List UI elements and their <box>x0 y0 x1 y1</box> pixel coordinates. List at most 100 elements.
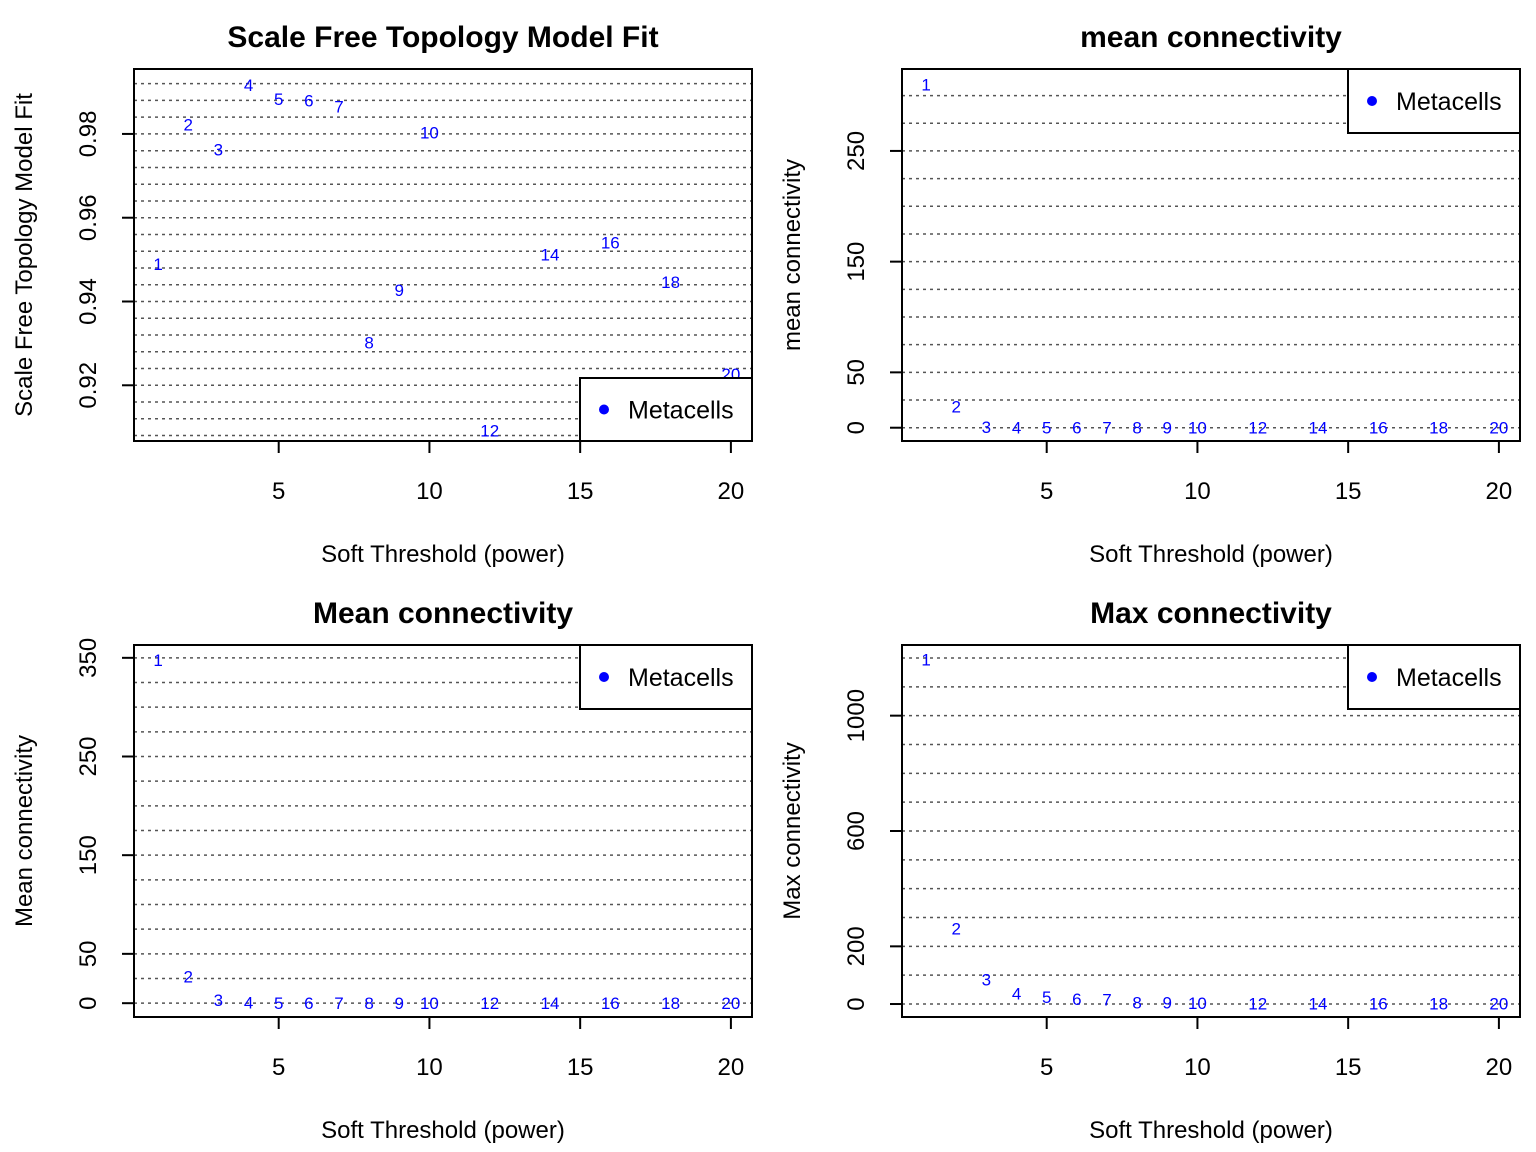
x-tick-label: 20 <box>1486 1054 1513 1081</box>
y-tick-label: 200 <box>843 926 870 966</box>
data-point-label: 8 <box>1132 419 1141 438</box>
data-point-label: 20 <box>1489 419 1508 438</box>
y-tick-label: 150 <box>75 835 102 875</box>
x-tick-label: 15 <box>1335 478 1362 505</box>
legend-marker <box>1367 672 1377 682</box>
data-point-label: 6 <box>1072 419 1081 438</box>
legend-label: Metacells <box>628 397 734 425</box>
data-point-label: 14 <box>1309 419 1328 438</box>
x-tick-label: 15 <box>567 1054 594 1081</box>
data-point-label: 8 <box>1132 994 1141 1013</box>
data-point-label: 3 <box>982 418 991 437</box>
y-tick-label: 0.92 <box>75 362 102 409</box>
legend: Metacells <box>579 644 753 710</box>
y-tick-label: 150 <box>843 242 870 282</box>
x-axis-label: Soft Threshold (power) <box>1089 541 1333 568</box>
y-tick-label: 600 <box>843 811 870 851</box>
data-point-label: 10 <box>420 994 439 1013</box>
y-tick-label: 50 <box>75 940 102 967</box>
data-point-label: 4 <box>1012 985 1021 1004</box>
panel-title: Scale Free Topology Model Fit <box>227 21 658 54</box>
data-point-label: 2 <box>952 398 961 417</box>
plot-frame <box>901 68 1521 442</box>
data-point-label: 3 <box>214 991 223 1010</box>
x-tick-label: 20 <box>718 478 745 505</box>
data-point-label: 7 <box>1102 991 1111 1010</box>
data-point-label: 10 <box>1188 419 1207 438</box>
plot-frame <box>133 644 753 1018</box>
plot-frame <box>133 68 753 442</box>
panel-mean-connectivity-bottom: Mean connectivity Soft Threshold (power)… <box>11 597 753 1144</box>
y-tick-label: 50 <box>843 359 870 386</box>
x-tick-label: 20 <box>1486 478 1513 505</box>
panel-title: Mean connectivity <box>313 597 573 630</box>
data-point-label: 18 <box>1429 995 1448 1014</box>
data-point-label: 20 <box>1489 995 1508 1014</box>
y-axis-label: Scale Free Topology Model Fit <box>11 93 38 417</box>
x-tick-label: 10 <box>1184 478 1211 505</box>
data-point-label: 5 <box>274 994 283 1013</box>
data-point-label: 12 <box>1248 419 1267 438</box>
x-axis-label: Soft Threshold (power) <box>321 1117 565 1144</box>
legend: Metacells <box>1347 644 1521 710</box>
data-point-label: 2 <box>184 968 193 987</box>
legend-label: Metacells <box>1396 88 1502 116</box>
y-axis-label: mean connectivity <box>779 159 806 351</box>
data-point-label: 6 <box>1072 990 1081 1009</box>
x-tick-label: 5 <box>272 1054 285 1081</box>
data-point-label: 6 <box>304 994 313 1013</box>
x-axis-label: Soft Threshold (power) <box>321 541 565 568</box>
x-tick-label: 10 <box>1184 1054 1211 1081</box>
data-point-label: 18 <box>661 994 680 1013</box>
data-point-label: 16 <box>601 233 620 252</box>
data-point-label: 16 <box>1369 995 1388 1014</box>
panel-scale-free-fit: Scale Free Topology Model Fit Soft Thres… <box>11 21 753 568</box>
data-point-label: 9 <box>395 281 404 300</box>
legend-marker <box>599 404 609 415</box>
y-axis-label: Mean connectivity <box>11 735 38 927</box>
data-point-label: 2 <box>952 919 961 938</box>
x-tick-label: 10 <box>416 478 443 505</box>
panel-title: Max connectivity <box>1090 597 1332 630</box>
data-point-label: 1 <box>921 76 930 95</box>
x-axis-label: Soft Threshold (power) <box>1089 1117 1333 1144</box>
x-tick-label: 5 <box>1040 478 1053 505</box>
data-point-label: 14 <box>541 994 560 1013</box>
y-tick-label: 250 <box>75 736 102 776</box>
y-tick-label: 1000 <box>843 689 870 742</box>
x-tick-label: 10 <box>416 1054 443 1081</box>
data-point-label: 4 <box>244 994 253 1013</box>
data-point-label: 7 <box>1102 419 1111 438</box>
x-tick-label: 20 <box>718 1054 745 1081</box>
data-point-label: 20 <box>721 994 740 1013</box>
legend-label: Metacells <box>628 664 734 692</box>
y-tick-label: 0 <box>843 997 870 1010</box>
legend: Metacells <box>579 377 753 442</box>
data-point-label: 14 <box>541 246 560 265</box>
data-point-label: 12 <box>1248 994 1267 1013</box>
data-point-label: 5 <box>1042 988 1051 1007</box>
data-point-label: 18 <box>1429 419 1448 438</box>
x-tick-label: 5 <box>1040 1054 1053 1081</box>
data-point-label: 6 <box>304 91 313 110</box>
data-point-label: 12 <box>480 422 499 441</box>
y-tick-label: 0.98 <box>75 111 102 158</box>
data-point-label: 8 <box>364 334 373 353</box>
x-tick-label: 15 <box>567 478 594 505</box>
data-point-label: 7 <box>334 98 343 117</box>
x-tick-label: 5 <box>272 478 285 505</box>
y-tick-label: 250 <box>843 131 870 171</box>
panel-max-connectivity: Max connectivity Soft Threshold (power) … <box>779 597 1521 1144</box>
data-point-label: 7 <box>334 994 343 1013</box>
x-tick-label: 15 <box>1335 1054 1362 1081</box>
data-point-label: 5 <box>274 90 283 109</box>
y-axis-label: Max connectivity <box>779 742 806 919</box>
data-point-label: 16 <box>601 994 620 1013</box>
data-point-label: 4 <box>1012 418 1021 437</box>
y-tick-label: 350 <box>75 638 102 678</box>
data-point-label: 10 <box>1188 994 1207 1013</box>
data-point-label: 10 <box>420 123 439 142</box>
data-point-label: 1 <box>153 651 162 670</box>
data-point-label: 9 <box>395 994 404 1013</box>
